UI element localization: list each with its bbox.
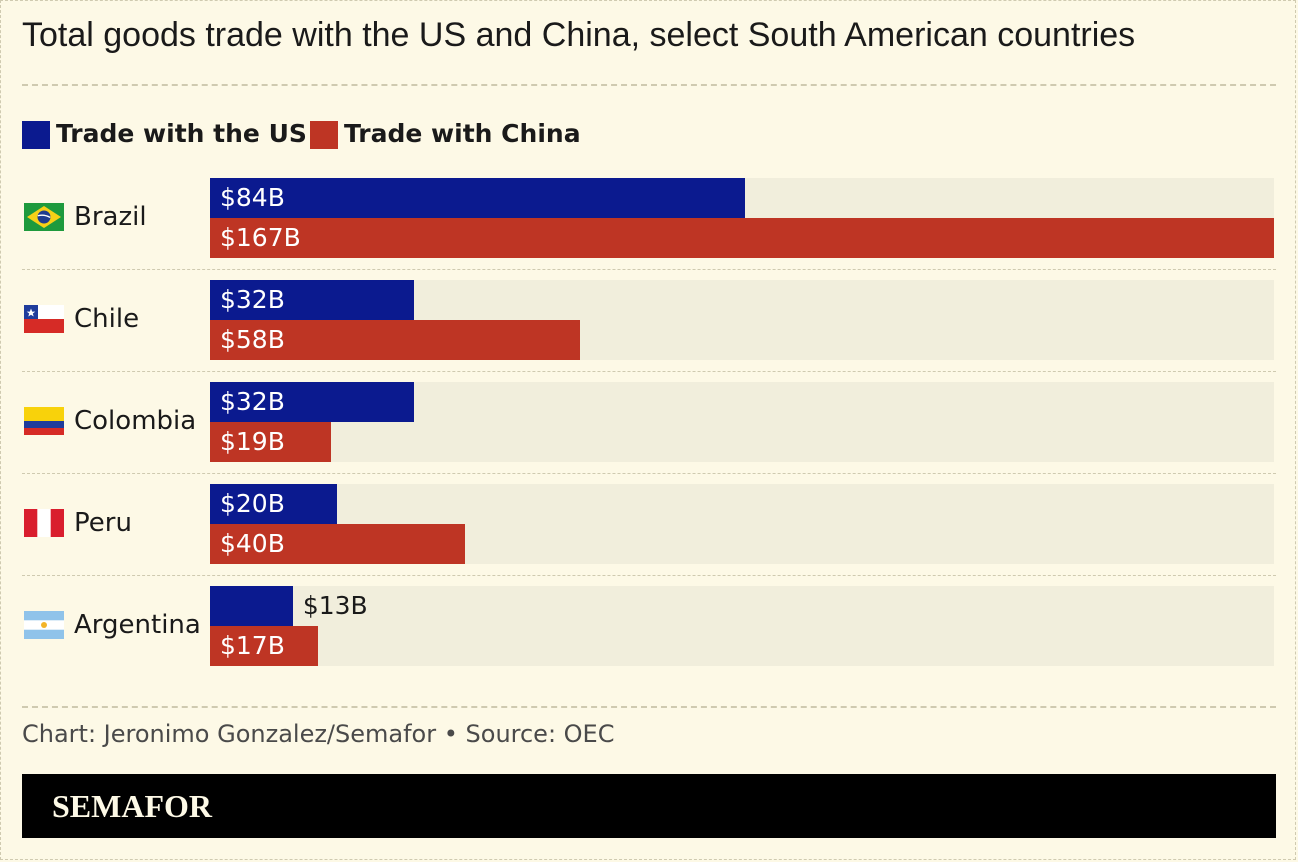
data-label-colombia-us: $32B: [220, 387, 285, 416]
bar-argentina-china: [210, 626, 319, 666]
category-label-colombia: Colombia: [74, 406, 197, 436]
legend-swatch-us: [22, 121, 50, 149]
chile-flag-icon: [24, 305, 64, 333]
category-label-chile: Chile: [74, 304, 140, 334]
data-label-argentina-china: $17B: [220, 631, 285, 660]
category-label-brazil: Brazil: [74, 202, 147, 232]
row-divider: [22, 269, 1276, 270]
data-label-chile-china: $58B: [220, 325, 285, 354]
peru-flag-icon: [24, 509, 64, 537]
colombia-flag-icon: [24, 407, 64, 435]
title-divider: [22, 84, 1276, 86]
data-label-colombia-china: $19B: [220, 427, 285, 456]
legend-label-china: Trade with China: [344, 119, 581, 148]
source-note: Chart: Jeronimo Gonzalez/Semafor • Sourc…: [22, 720, 615, 748]
data-label-argentina-us: $13B: [302, 591, 368, 620]
bar-brazil-us: [210, 178, 746, 218]
category-label-argentina: Argentina: [74, 610, 201, 640]
footer-bar: SEMAFOR: [22, 774, 1276, 838]
data-label-chile-us: $32B: [220, 285, 285, 314]
bar-argentina-us: [210, 586, 293, 626]
bar-colombia-us: [210, 382, 414, 422]
bar-brazil-china: [210, 218, 1274, 258]
chart-title: Total goods trade with the US and China,…: [22, 16, 1136, 54]
data-label-peru-us: $20B: [220, 489, 285, 518]
brand-logo: SEMAFOR: [52, 788, 212, 824]
category-label-peru: Peru: [74, 508, 132, 538]
brazil-flag-icon: [24, 203, 64, 231]
row-divider: [22, 575, 1276, 576]
bar-chile-china: [210, 320, 580, 360]
data-label-brazil-china: $167B: [220, 223, 301, 252]
data-label-peru-china: $40B: [220, 529, 285, 558]
bar-peru-china: [210, 524, 465, 564]
legend-swatch-china: [310, 121, 338, 149]
legend-label-us: Trade with the US: [56, 119, 307, 148]
bar-chile-us: [210, 280, 414, 320]
footer-divider: [22, 706, 1276, 708]
bar-track-argentina: [210, 586, 1274, 666]
bar-peru-us: [210, 484, 338, 524]
argentina-flag-icon: [24, 611, 64, 639]
row-divider: [22, 371, 1276, 372]
data-label-brazil-us: $84B: [220, 183, 285, 212]
row-divider: [22, 473, 1276, 474]
bar-colombia-china: [210, 422, 332, 462]
